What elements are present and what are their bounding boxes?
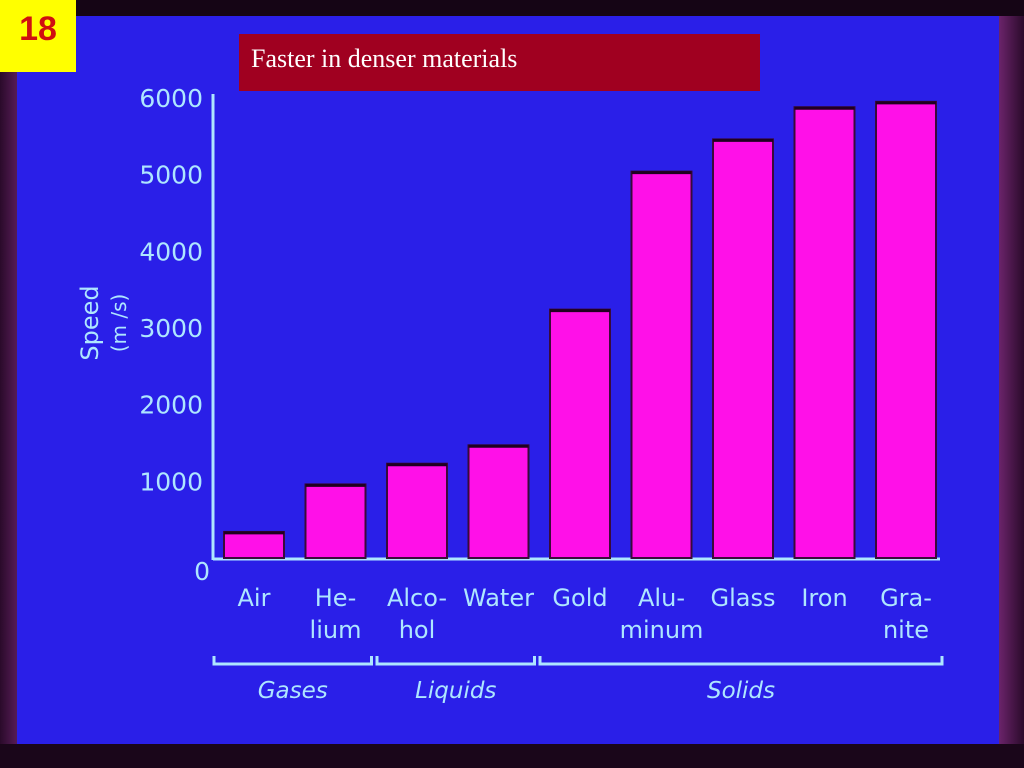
x-category-label: Alco- [387, 584, 447, 612]
x-category-label: Iron [801, 584, 847, 612]
bar [793, 106, 856, 559]
x-category-label: Water [463, 584, 534, 612]
x-category-label: lium [310, 616, 362, 644]
y-axis-unit: (m /s) [107, 294, 131, 353]
bar [630, 170, 693, 559]
slide-number: 18 [0, 0, 76, 72]
bar [223, 530, 285, 560]
bar [304, 483, 367, 559]
y-tick-label: 2000 [139, 391, 203, 420]
bottom-band [0, 744, 1024, 768]
bar [386, 462, 448, 560]
x-category-label: minum [620, 616, 704, 644]
y-tick-label: 3000 [139, 314, 203, 343]
y-tick-label: 1000 [139, 467, 203, 496]
group-label: Gases [258, 678, 328, 704]
x-category-label: nite [883, 616, 929, 644]
x-category-label: Glass [711, 584, 776, 612]
x-category-label: Alu- [638, 584, 685, 612]
bar [875, 100, 937, 559]
group-label: Solids [707, 678, 775, 704]
y-axis-label: Speed [76, 285, 104, 360]
y-tick-label: 4000 [139, 237, 203, 266]
y-tick-label: 5000 [139, 161, 203, 190]
x-category-label: hol [399, 616, 436, 644]
chart-title: Faster in denser materials [239, 34, 760, 91]
bar [549, 308, 611, 559]
y-tick-label: 6000 [139, 84, 203, 113]
group-bracket [538, 656, 944, 666]
group-bracket [212, 656, 373, 666]
bar [467, 444, 530, 559]
y-tick-label: 0 [194, 557, 210, 586]
x-category-label: Air [238, 584, 271, 612]
group-label: Liquids [415, 678, 496, 704]
x-category-label: Gold [552, 584, 607, 612]
x-category-label: He- [315, 584, 356, 612]
x-category-label: Gra- [880, 584, 932, 612]
group-bracket [375, 656, 536, 666]
top-band [0, 0, 1024, 16]
bar [712, 138, 774, 559]
